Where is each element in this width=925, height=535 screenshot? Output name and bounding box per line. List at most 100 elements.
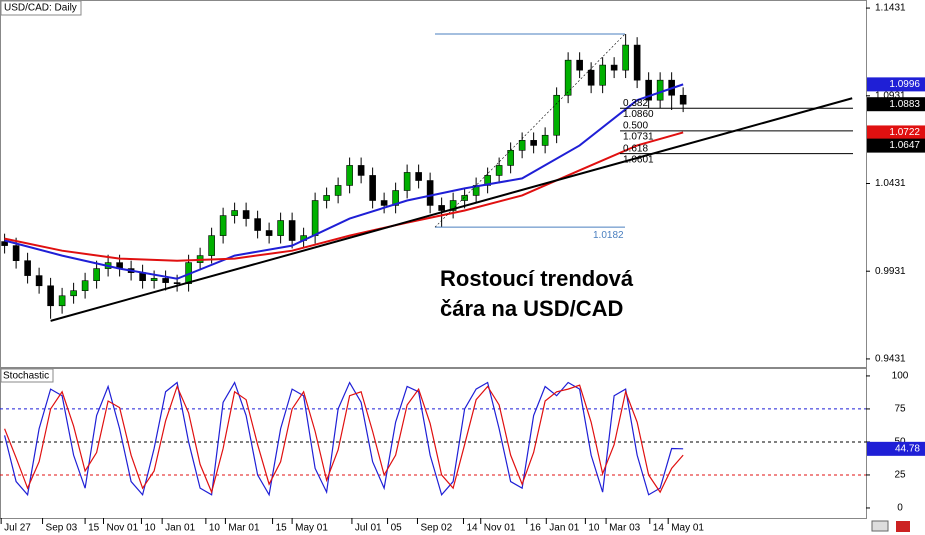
candle-body [403,172,411,191]
candle-body [438,205,445,211]
panel-title: Stochastic [3,371,49,382]
candle-body [334,185,342,196]
fib-ratio-label: 0.500 [623,121,648,132]
candle-body [380,200,388,206]
candle-body [47,285,54,307]
candle-body [162,278,169,283]
x-tick-label: Jan 01 [165,523,195,534]
x-tick-label: Jul 27 [4,523,31,534]
price-marker-label: 1.0647 [889,140,920,151]
candle-body [633,44,641,81]
candle-body [70,290,77,297]
price-marker [867,441,925,456]
x-tick-label: Sep 02 [420,523,452,534]
panel-title: USD/CAD: Daily [4,3,77,14]
fib-ratio-label: 0.382 [623,98,648,109]
candle-body [507,150,514,166]
x-tick-label: Jan 01 [549,523,579,534]
panel-title-box [0,368,54,383]
candle-body [288,220,296,241]
price-marker [867,97,925,112]
candle-body [449,200,457,211]
candle-body [679,94,687,105]
x-tick-label: Jul 01 [355,523,382,534]
fib-diagonal [434,33,626,228]
candle-body [1,241,8,246]
icon[interactable] [871,520,889,532]
candle-body [495,165,503,176]
price-marker-label: 44.78 [895,443,920,454]
y-tick-label: 0.9431 [875,354,906,365]
candle-body [242,210,250,219]
x-tick-label: 10 [209,523,221,534]
y-tick-label: 0.9931 [875,266,906,277]
x-tick-label: Nov 01 [107,523,139,534]
candle-body [231,210,238,216]
y-tick-label: 75 [894,404,906,415]
candle-body [150,278,158,281]
annotation: Rostoucí trendová [440,266,634,291]
candle-body [81,280,89,291]
x-tick-label: 16 [530,523,542,534]
candle-body [484,175,491,186]
candle-body [277,220,284,236]
series-line [50,97,853,322]
candle-body [392,190,399,206]
price-marker [867,77,925,92]
x-tick-label: 10 [588,523,600,534]
x-tick-label: Nov 01 [484,523,516,534]
candle-body [357,165,365,176]
candle-body [564,59,572,96]
panel-title-box [0,0,82,16]
x-tick-label: 05 [391,523,403,534]
candle-body [12,245,20,261]
candle-body [346,165,353,186]
y-tick-label: 100 [892,371,909,382]
candle-body [58,295,66,307]
price-marker [867,125,925,140]
y-tick-label: 1.1431 [875,3,906,14]
x-tick-label: 10 [144,523,156,534]
series-line [4,131,684,262]
price-marker-label: 1.0883 [889,99,920,110]
y-tick-label: 25 [894,470,906,481]
toolbar-icons [871,520,910,532]
candle-body [587,69,595,86]
candle-body [311,200,319,236]
x-tick-label: 15 [88,523,100,534]
fib-value-label: 1.0601 [623,154,654,165]
candle-body [24,260,31,276]
candle-body [254,218,261,231]
price-marker-label: 1.0996 [889,79,920,90]
candle-body [599,64,606,86]
candle-body [530,140,537,146]
annotation: čára na USD/CAD [440,296,623,321]
x-tick-label: 14 [653,523,665,534]
series-line [4,83,684,280]
fib-value-label: 1.0860 [623,109,654,120]
x-tick-label: Mar 03 [609,523,641,534]
candle-body [35,275,43,287]
icon[interactable] [896,521,910,532]
x-tick-label: Mar 01 [228,523,260,534]
fib-low-label: 1.0182 [593,230,624,241]
price-marker [867,138,925,153]
y-tick-label: 0 [897,503,903,514]
price-panel [0,0,867,368]
candles [1,34,687,319]
candle-body [173,282,181,284]
candle-body [93,268,100,281]
candle-body [541,134,549,146]
fib-ratio-label: 0.618 [623,143,648,154]
y-tick-label: 1.0431 [875,178,906,189]
x-tick-label: Sep 03 [46,523,78,534]
series-line [4,381,684,497]
candle-body [323,195,330,201]
candle-body [265,230,273,236]
candle-body [208,235,215,256]
x-tick-label: May 01 [671,523,704,534]
candle-body [553,94,560,136]
price-marker-label: 1.0722 [889,127,920,138]
